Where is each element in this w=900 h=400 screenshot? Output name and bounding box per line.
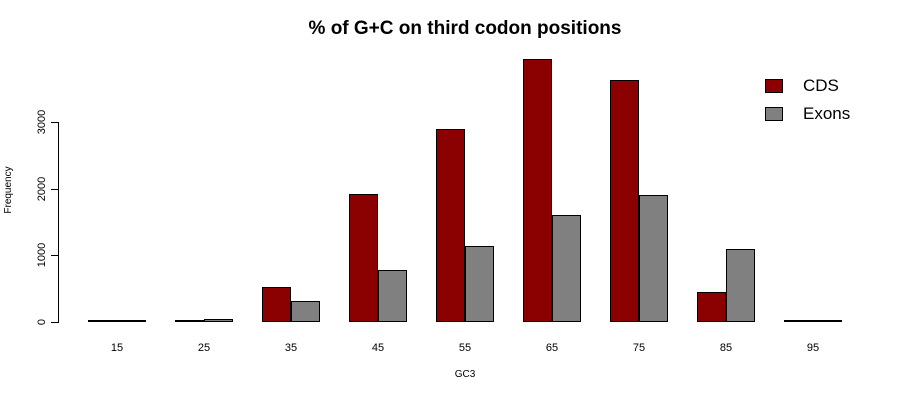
x-tick-label-45: 45	[371, 342, 385, 354]
x-tick-label-95: 95	[806, 342, 820, 354]
bar-cds-45	[349, 194, 378, 322]
bar-exons-65	[552, 215, 581, 322]
y-tick-2000	[51, 189, 58, 190]
bar-exons-35	[291, 301, 320, 322]
legend-item-exons: Exons	[765, 104, 851, 123]
bar-cds-15	[88, 320, 117, 322]
y-axis-line	[58, 122, 59, 323]
x-tick-label-65: 65	[545, 342, 559, 354]
legend-label-cds: CDS	[803, 76, 839, 95]
x-tick-label-25: 25	[197, 342, 211, 354]
x-tick-label-15: 15	[110, 342, 124, 354]
bar-exons-85	[726, 249, 755, 322]
y-axis-title: Frequency	[3, 166, 14, 214]
y-tick-1000	[51, 255, 58, 256]
bar-exons-75	[639, 195, 668, 322]
x-tick-label-35: 35	[284, 342, 298, 354]
bar-cds-65	[523, 59, 552, 322]
bar-cds-35	[262, 287, 291, 322]
bar-cds-95	[784, 320, 813, 322]
legend: CDS Exons	[765, 76, 851, 135]
legend-item-cds: CDS	[765, 76, 850, 95]
y-tick-label-0: 0	[36, 318, 48, 326]
bar-exons-45	[378, 270, 407, 322]
x-tick-label-55: 55	[458, 342, 472, 354]
cds-swatch	[765, 79, 783, 93]
exons-swatch	[765, 107, 783, 121]
x-tick-label-75: 75	[632, 342, 646, 354]
y-tick-0	[51, 322, 58, 323]
x-axis-title: GC3	[454, 369, 476, 380]
y-tick-3000	[51, 122, 58, 123]
bar-exons-15	[117, 320, 146, 322]
x-tick-label-85: 85	[719, 342, 733, 354]
y-tick-label-1000: 1000	[36, 242, 48, 268]
chart-title: % of G+C on third codon positions	[308, 18, 622, 39]
legend-label-exons: Exons	[803, 104, 851, 123]
bar-cds-85	[697, 292, 726, 322]
y-tick-label-2000: 2000	[36, 176, 48, 202]
bar-exons-55	[465, 246, 494, 322]
bar-exons-95	[813, 320, 842, 322]
bar-cds-75	[610, 80, 639, 322]
bar-cds-55	[436, 129, 465, 322]
y-tick-label-3000: 3000	[36, 109, 48, 135]
bar-cds-25	[175, 320, 204, 322]
bar-exons-25	[204, 319, 233, 322]
